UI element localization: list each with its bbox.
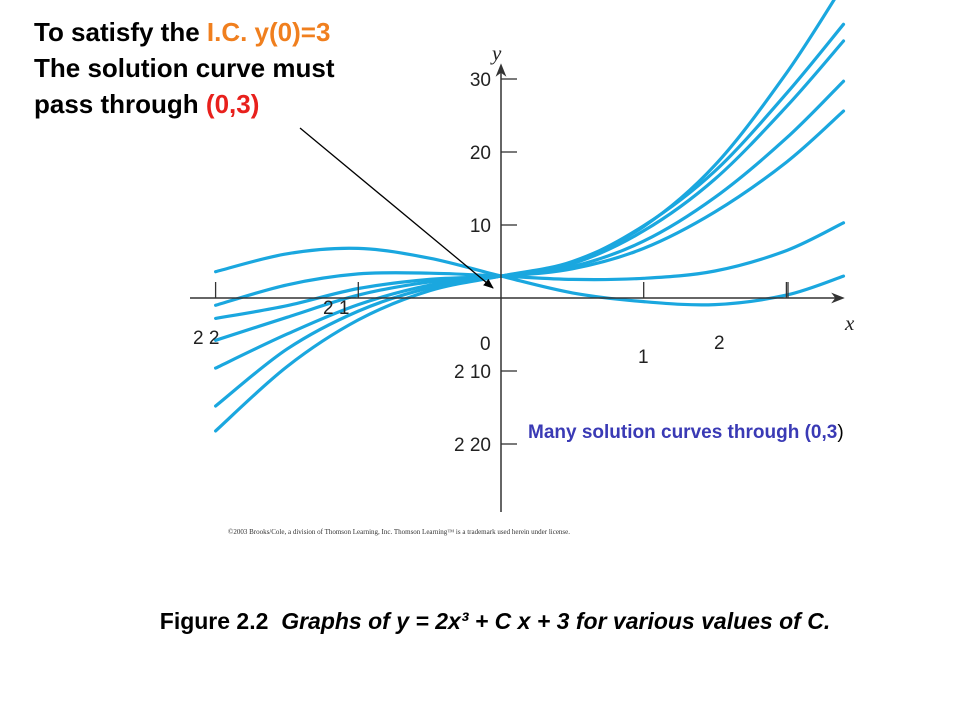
solution-curve-1 [214,109,846,320]
solution-curve-3 [214,39,846,370]
initial-condition-highlight: I.C. y(0)=3 [206,17,331,47]
y-tick-label: 30 [470,70,491,91]
y-tick-label: 2 20 [454,435,491,456]
figure-label: Figure 2.2 [159,608,269,634]
y-tick-label: 20 [470,143,491,164]
curve-group [214,0,846,433]
x-tick-label: 2 1 [323,298,349,319]
solution-curve-2 [214,79,846,342]
x-tick-label: 1 [638,347,649,368]
figure-caption-text: Graphs of y = 2x³ + C x + 3 for various … [281,608,831,634]
solution-curve-5 [214,0,836,433]
y-tick-label: 10 [470,216,491,237]
solution-curve-6 [214,246,846,307]
axes-group [190,63,845,512]
y-axis-label: y [490,41,502,65]
headline-line-3-prefix: pass through [34,89,206,119]
headline: To satisfy the I.C. y(0)=3 The solution … [34,14,335,122]
figure-caption: Figure 2.2 Graphs of y = 2x³ + C x + 3 f… [0,608,960,635]
annotation-label: Many solution curves through (0,3) [528,422,844,444]
solution-curve-7 [214,221,846,307]
headline-line-1: To satisfy the I.C. y(0)=3 [34,14,335,50]
copyright-notice: ©2003 Brooks/Cole, a division of Thomson… [228,528,571,536]
x-tick-label: 2 2 [193,328,219,349]
headline-line-1-prefix: To satisfy the [34,17,207,47]
headline-line-2: The solution curve must [34,53,335,83]
point-highlight: (0,3) [205,89,260,119]
x-axis-label: x [844,311,855,335]
y-tick-label: 2 10 [454,362,491,383]
x-tick-label: 0 [480,334,491,355]
headline-line-3: pass through (0,3) [34,86,335,122]
pointer-arrow [299,127,494,289]
x-tick-label: 2 [714,333,725,354]
annotation-paren: ) [837,422,844,443]
annotation-text: Many solution curves through (0,3 [528,422,838,443]
